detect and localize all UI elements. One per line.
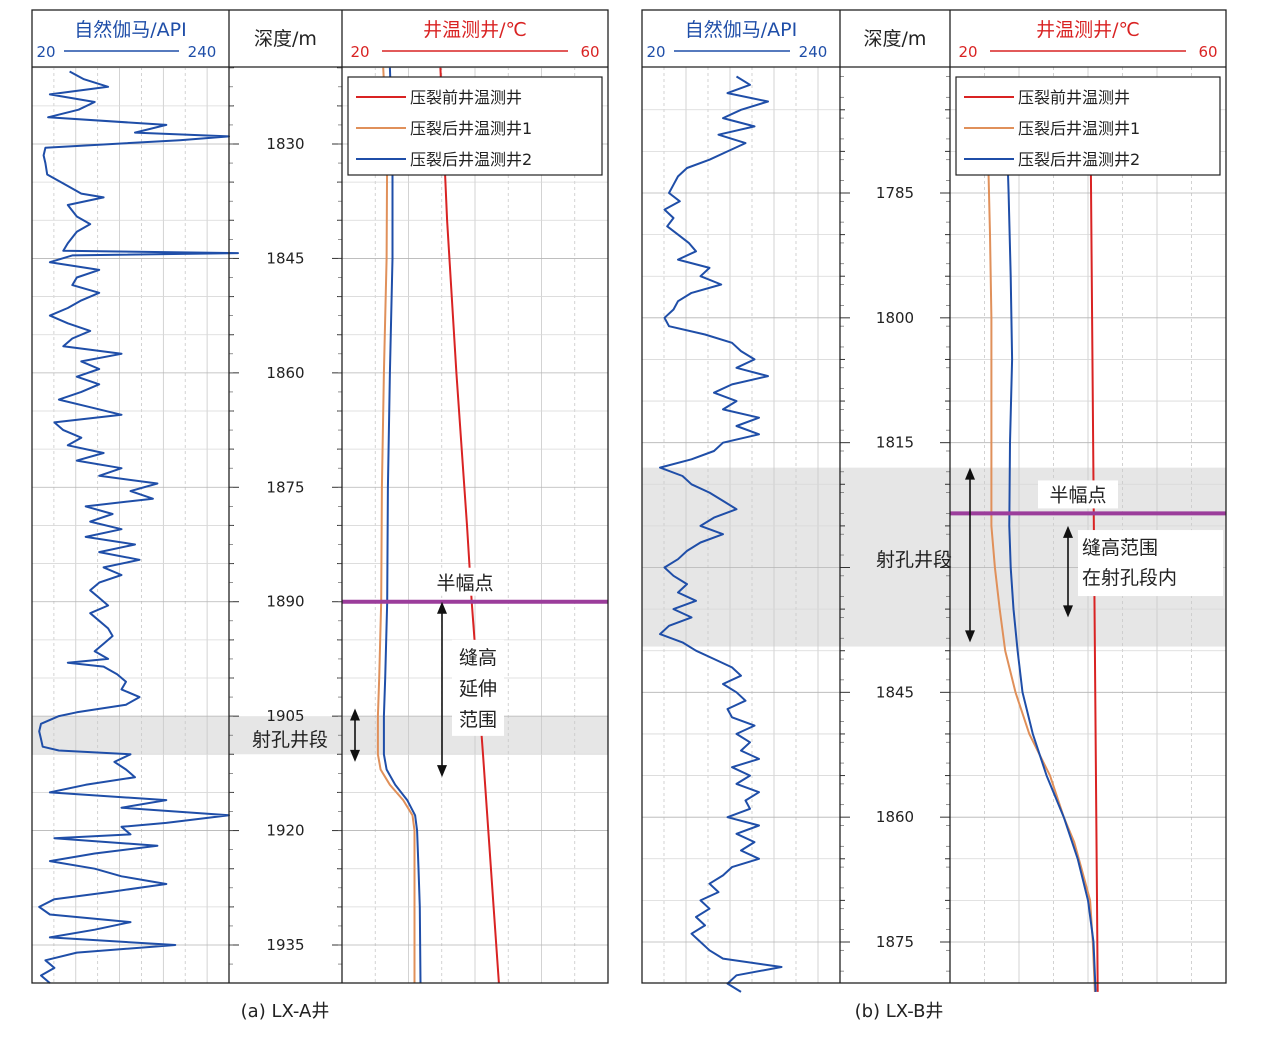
- gamma-min-label: 20: [646, 43, 665, 61]
- depth-tick-label: 1815: [876, 434, 914, 452]
- legend-label-3: 压裂后井温测井2: [410, 150, 532, 169]
- legend-label-1: 压裂前井温测井: [1018, 88, 1130, 107]
- crack-height-arrow-head-down: [437, 765, 447, 778]
- legend-label-1: 压裂前井温测井: [410, 88, 522, 107]
- crack-label-line: 在射孔段内: [1082, 567, 1177, 589]
- half-amplitude-label-bg: [425, 567, 505, 596]
- depth-tick-label: 1785: [876, 184, 914, 202]
- depth-header: 深度/m: [254, 28, 317, 50]
- crack-label-line: 缝高: [459, 647, 497, 669]
- crack-label-bg: [452, 639, 504, 736]
- depth-tick-label: 1875: [876, 933, 914, 951]
- depth-tick-label: 1890: [266, 593, 304, 611]
- crack-height-arrow-head-up: [1063, 525, 1073, 538]
- crack-label-line: 延伸: [459, 678, 497, 700]
- perforation-label: 射孔井段: [252, 729, 328, 751]
- depth-tick-label: 1860: [266, 364, 304, 382]
- gamma-min-label: 20: [36, 43, 55, 61]
- depth-tick-label: 1905: [266, 707, 304, 725]
- gamma-ray-curve: [38, 70, 239, 984]
- crack-label-bg: [1078, 530, 1223, 597]
- temperature-curve-1: [1089, 76, 1099, 992]
- crack-height-arrow-head-up: [437, 601, 447, 614]
- depth-tick-label: 1860: [876, 808, 914, 826]
- depth-tick-label: 1830: [266, 135, 304, 153]
- depth-tick-label: 1920: [266, 822, 304, 840]
- panel-frame: [31, 9, 609, 984]
- temp-min-label: 20: [958, 43, 977, 61]
- crack-label-line: 缝高范围: [1082, 537, 1158, 559]
- gamma-ray-curve: [659, 75, 783, 993]
- temp-min-label: 20: [350, 43, 369, 61]
- panel-label: (b) LX-B井: [855, 1001, 944, 1022]
- depth-header: 深度/m: [864, 28, 927, 50]
- half-amplitude-label: 半幅点: [1049, 484, 1106, 506]
- legend-label-2: 压裂后井温测井1: [410, 119, 532, 138]
- panel-frame: [641, 9, 1227, 984]
- panel-lx-b: 1785 1800 1815 1845 1860 1875 自然伽马/API 20 240 深度/…: [641, 9, 1227, 1022]
- gamma-track-title: 自然伽马/API: [74, 19, 186, 41]
- crack-height-arrow-head-down: [1063, 605, 1073, 618]
- legend-label-3: 压裂后井温测井2: [1018, 150, 1140, 169]
- temperature-curve-2: [978, 76, 1096, 992]
- half-amplitude-label-bg: [1038, 480, 1118, 509]
- legend-label-2: 压裂后井温测井1: [1018, 119, 1140, 138]
- temp-track-title: 井温测井/℃: [423, 19, 527, 41]
- depth-tick-label: 1875: [266, 478, 304, 496]
- crack-label-line: 范围: [459, 709, 497, 731]
- gamma-track-title: 自然伽马/API: [685, 19, 797, 41]
- temperature-curve-3: [1004, 76, 1097, 992]
- temperature-curve-2: [376, 67, 416, 984]
- gamma-max-label: 240: [188, 43, 217, 61]
- depth-tick-label: 1935: [266, 936, 304, 954]
- half-amplitude-label: 半幅点: [436, 573, 493, 595]
- panel-label: (a) LX-A井: [241, 1001, 330, 1022]
- perforation-arrow-head-up: [965, 467, 975, 480]
- temp-track-title: 井温测井/℃: [1036, 19, 1140, 41]
- temperature-curve-3: [382, 67, 422, 984]
- perforation-arrow-head-down: [350, 749, 360, 762]
- temp-max-label: 60: [1198, 43, 1217, 61]
- depth-tick-label: 1845: [266, 249, 304, 267]
- perforation-band: [32, 716, 608, 755]
- perforation-arrow-head-down: [965, 630, 975, 643]
- panel-lx-a: 1830 1845 1860 1875 1890 1905 1920 1935 自然伽马/API…: [31, 9, 609, 1022]
- temperature-curve-1: [439, 67, 500, 984]
- temp-max-label: 60: [580, 43, 599, 61]
- depth-tick-label: 1800: [876, 309, 914, 327]
- perforation-label: 射孔井段: [876, 549, 952, 571]
- gamma-max-label: 240: [799, 43, 828, 61]
- perforation-arrow-head-up: [350, 708, 360, 721]
- depth-tick-label: 1845: [876, 683, 914, 701]
